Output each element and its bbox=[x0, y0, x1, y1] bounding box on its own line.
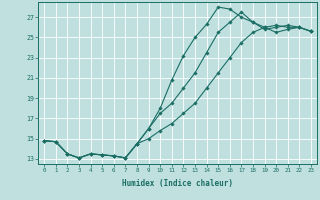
X-axis label: Humidex (Indice chaleur): Humidex (Indice chaleur) bbox=[122, 179, 233, 188]
